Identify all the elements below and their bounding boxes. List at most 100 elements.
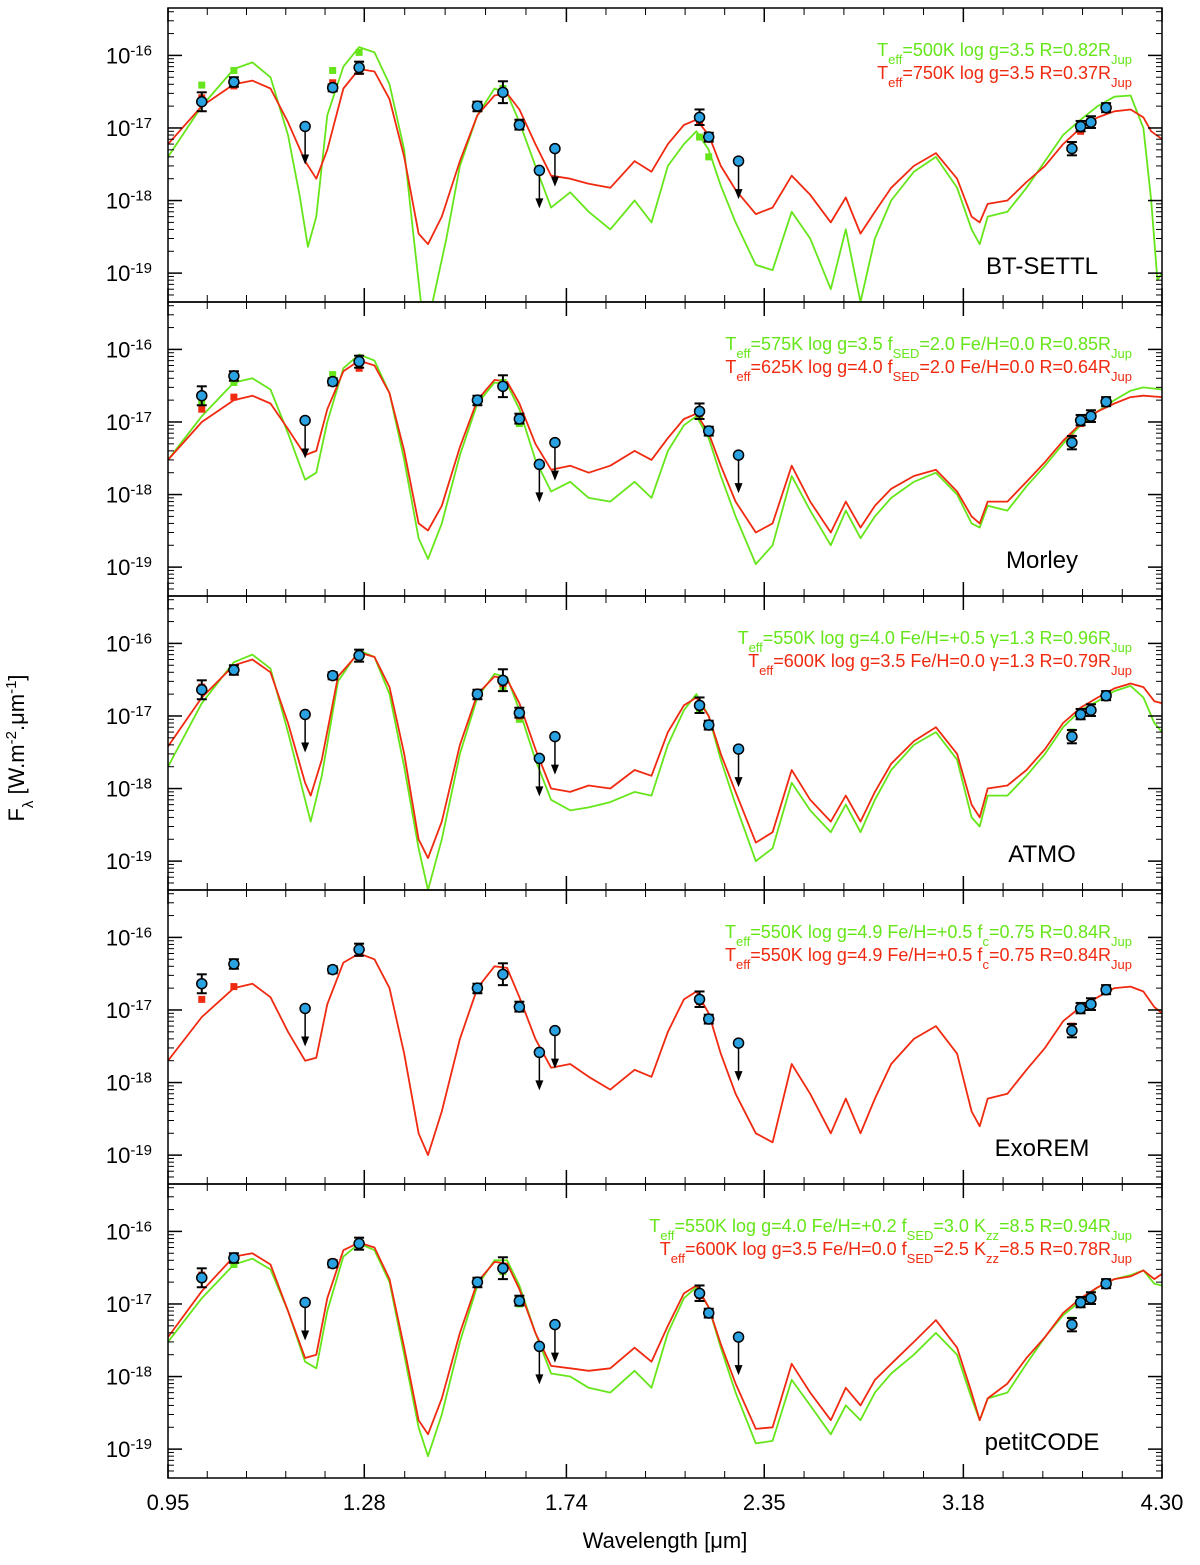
observation-point xyxy=(1074,1002,1087,1015)
panel-title: ATMO xyxy=(1008,841,1076,868)
observation-point xyxy=(196,977,208,990)
upper-limit-arrow-head xyxy=(550,176,559,187)
upper-limit-point xyxy=(299,708,311,721)
upper-limit-arrow-head xyxy=(301,742,310,753)
x-tick-label: 1.74 xyxy=(545,1490,588,1515)
observation-point xyxy=(693,111,706,124)
upper-limit-point xyxy=(533,458,546,471)
observation-point xyxy=(228,370,240,382)
panel-atmo: 10-16 10-17 10-18 10-19 Teff=550K log g=4.0 … xyxy=(106,595,1163,891)
upper-limit-arrow-head xyxy=(550,1058,559,1069)
y-tick-label: 10-17 xyxy=(106,114,152,141)
observation-point xyxy=(1085,410,1097,422)
y-tick-label: 10-17 xyxy=(106,702,152,729)
legend-red-parameters: Teff=600K log g=3.5 Fe/H=0.0 γ=1.3 R=0.7… xyxy=(748,651,1132,678)
green-model-photometry-point xyxy=(696,133,704,141)
y-tick-label: 10-18 xyxy=(106,1069,152,1096)
observation-point xyxy=(1085,1292,1097,1304)
green-model-photometry-point xyxy=(329,66,337,74)
observation-point xyxy=(353,61,365,74)
upper-limit-point xyxy=(732,1331,745,1343)
upper-limit-point xyxy=(549,142,561,155)
panel-title: BT-SETTL xyxy=(986,253,1098,280)
observation-point xyxy=(1085,704,1097,716)
observation-point xyxy=(471,394,484,406)
legend-green-parameters: Teff=550K log g=4.0 Fe/H=+0.5 γ=1.3 R=0.… xyxy=(738,628,1132,655)
legend-red-parameters: Teff=750K log g=3.5 R=0.37RJup xyxy=(877,63,1132,90)
upper-limit-arrow-head xyxy=(301,448,310,459)
legend-red-parameters: Teff=625K log g=4.0 fSED=2.0 Fe/H=0.0 R=… xyxy=(725,357,1132,384)
y-tick-label: 10-16 xyxy=(106,630,152,657)
upper-limit-point xyxy=(299,120,311,133)
upper-limit-arrow-head xyxy=(301,1036,310,1047)
observation-point xyxy=(196,389,208,402)
observation-point xyxy=(497,380,509,393)
y-tick-label: 10-18 xyxy=(106,481,152,508)
observation-point xyxy=(497,674,509,687)
observation-point xyxy=(353,943,365,956)
upper-limit-arrow-head xyxy=(550,1352,559,1363)
upper-limit-point xyxy=(299,1002,311,1015)
observation-point xyxy=(1074,708,1087,721)
observation-point xyxy=(326,963,339,976)
observation-point xyxy=(196,683,208,696)
upper-limit-point xyxy=(732,449,745,461)
y-tick-label: 10-16 xyxy=(106,924,152,951)
observation-point xyxy=(1100,101,1112,114)
observation-point xyxy=(326,81,339,94)
observation-point xyxy=(693,993,706,1006)
green-model-photometry-point xyxy=(198,81,206,89)
y-axis-label: Fλ [W.m-2.μm-1] xyxy=(3,674,37,821)
y-tick-label: 10-17 xyxy=(106,996,152,1023)
observation-point xyxy=(1085,998,1097,1010)
panel-title: Morley xyxy=(1006,547,1078,574)
observation-point xyxy=(1100,983,1112,996)
upper-limit-point xyxy=(533,164,546,177)
observation-point xyxy=(1066,436,1078,449)
observation-point xyxy=(497,1262,509,1275)
observation-point xyxy=(471,1276,484,1288)
x-tick-label: 2.35 xyxy=(743,1490,786,1515)
x-tick-label: 4.30 xyxy=(1141,1490,1184,1515)
observation-point xyxy=(513,707,526,719)
upper-limit-arrow-head xyxy=(550,764,559,775)
observation-point xyxy=(471,982,484,994)
upper-limit-point xyxy=(533,1046,546,1059)
observation-point xyxy=(702,425,715,437)
observation-point xyxy=(471,688,484,700)
upper-limit-arrow-head xyxy=(535,492,544,503)
x-tick-label: 1.28 xyxy=(343,1490,386,1515)
upper-limit-arrow-head xyxy=(535,198,544,209)
upper-limit-point xyxy=(549,1024,561,1037)
green-model-photometry-point xyxy=(230,66,238,74)
panel-plot-area xyxy=(168,648,1162,890)
observation-point xyxy=(326,1257,339,1270)
observation-point xyxy=(196,95,208,108)
x-axis-label: Wavelength [μm] xyxy=(583,1528,748,1553)
y-tick-label: 10-19 xyxy=(106,848,152,875)
upper-limit-point xyxy=(549,436,561,449)
legend-green-parameters: Teff=550K log g=4.9 Fe/H=+0.5 fc=0.75 R=… xyxy=(725,922,1132,949)
observation-point xyxy=(196,1271,208,1284)
green-model-photometry-point xyxy=(355,48,363,56)
upper-limit-arrow-head xyxy=(535,1080,544,1091)
panel-plot-area xyxy=(168,46,1162,302)
panel-petitcode: 10-16 10-17 10-18 10-19 Teff=550K log g=4.0 … xyxy=(106,1183,1184,1515)
upper-limit-arrow-head xyxy=(550,470,559,481)
observation-point xyxy=(228,958,240,970)
observation-point xyxy=(228,664,240,676)
red-model-spectrum xyxy=(168,68,1162,246)
observation-point xyxy=(693,699,706,712)
observation-point xyxy=(702,1013,715,1025)
observation-point xyxy=(353,355,365,368)
red-model-spectrum xyxy=(168,359,1162,534)
y-tick-label: 10-16 xyxy=(106,1218,152,1245)
observation-point xyxy=(1066,1024,1078,1037)
green-model-photometry-point xyxy=(230,1260,238,1268)
panel-frame xyxy=(167,1183,1163,1479)
observation-point xyxy=(1100,1277,1112,1290)
y-tick-label: 10-19 xyxy=(106,1436,152,1463)
panel-plot-area xyxy=(168,942,1162,1156)
x-tick-label: 0.95 xyxy=(147,1490,190,1515)
red-model-photometry-point xyxy=(198,995,206,1003)
